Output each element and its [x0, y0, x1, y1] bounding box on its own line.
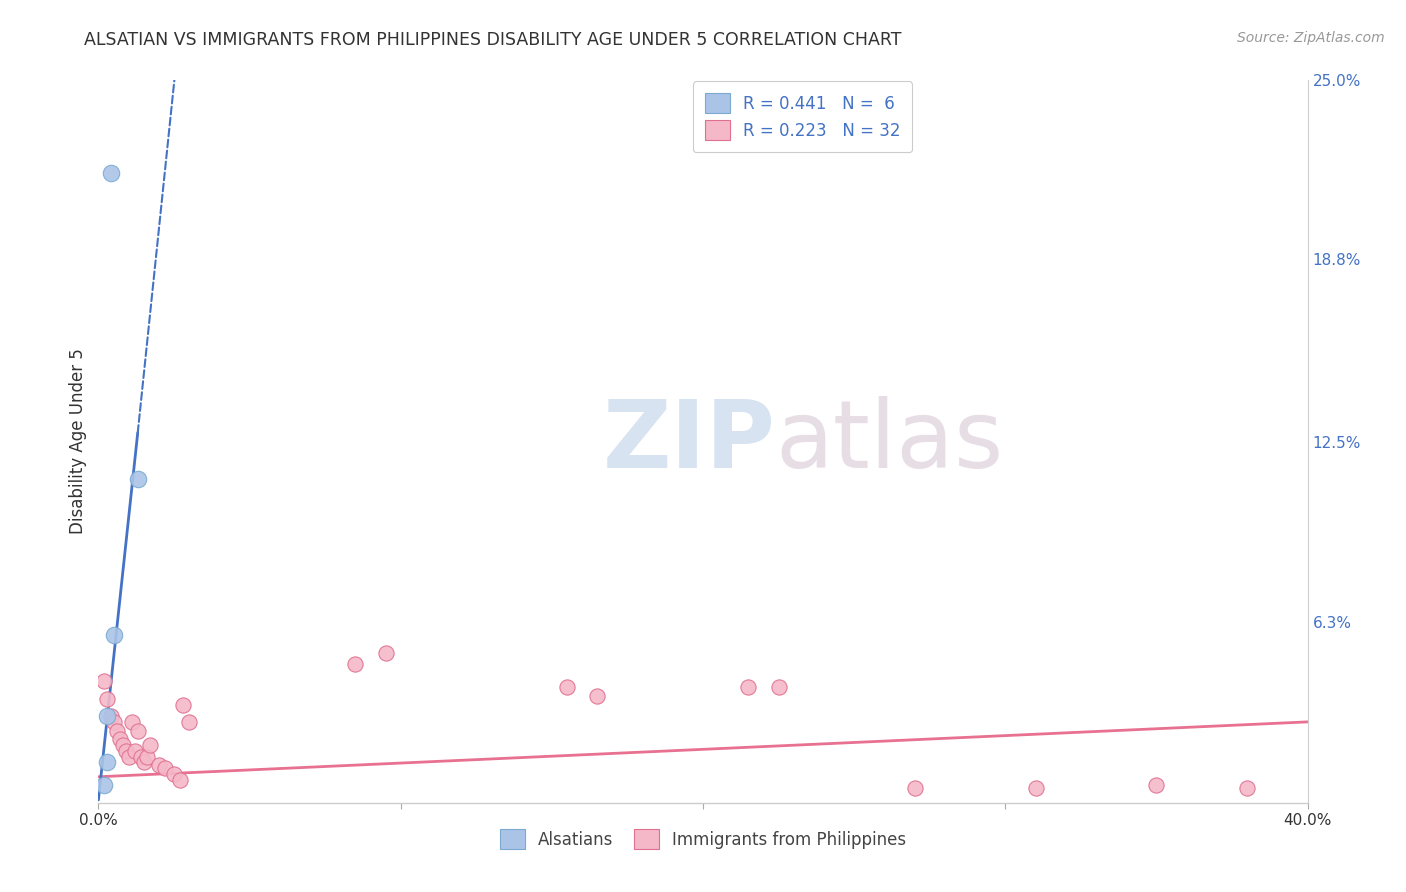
Point [555, 680, 578, 694]
Point [586, 689, 609, 703]
Point [100, 709, 122, 723]
Point [139, 738, 162, 752]
Point [179, 714, 201, 729]
Point [169, 772, 191, 787]
Point [1144, 779, 1167, 793]
Point [904, 781, 927, 796]
Point [100, 166, 122, 180]
Point [768, 680, 790, 694]
Point [129, 749, 152, 764]
Point [1024, 781, 1046, 796]
Text: atlas: atlas [776, 395, 1004, 488]
Point [148, 758, 170, 772]
Point [124, 744, 146, 758]
Point [108, 732, 131, 747]
Point [374, 646, 396, 660]
Point [163, 767, 186, 781]
Point [118, 749, 141, 764]
Point [127, 723, 149, 738]
Point [96, 691, 118, 706]
Text: ZIP: ZIP [603, 395, 776, 488]
Text: Source: ZipAtlas.com: Source: ZipAtlas.com [1237, 31, 1385, 45]
Point [96, 756, 118, 770]
Point [344, 657, 367, 671]
Point [135, 749, 157, 764]
Point [127, 472, 149, 486]
Point [103, 628, 125, 642]
Point [132, 756, 155, 770]
Legend: Alsatians, Immigrants from Philippines: Alsatians, Immigrants from Philippines [489, 819, 917, 860]
Point [172, 698, 194, 712]
Y-axis label: Disability Age Under 5: Disability Age Under 5 [69, 349, 87, 534]
Point [96, 709, 118, 723]
Point [737, 680, 759, 694]
Point [93, 674, 115, 689]
Point [153, 761, 176, 775]
Point [114, 744, 136, 758]
Point [1236, 781, 1258, 796]
Text: ALSATIAN VS IMMIGRANTS FROM PHILIPPINES DISABILITY AGE UNDER 5 CORRELATION CHART: ALSATIAN VS IMMIGRANTS FROM PHILIPPINES … [84, 31, 901, 49]
Point [111, 738, 134, 752]
Point [93, 779, 115, 793]
Point [121, 714, 143, 729]
Point [105, 723, 128, 738]
Point [103, 714, 125, 729]
